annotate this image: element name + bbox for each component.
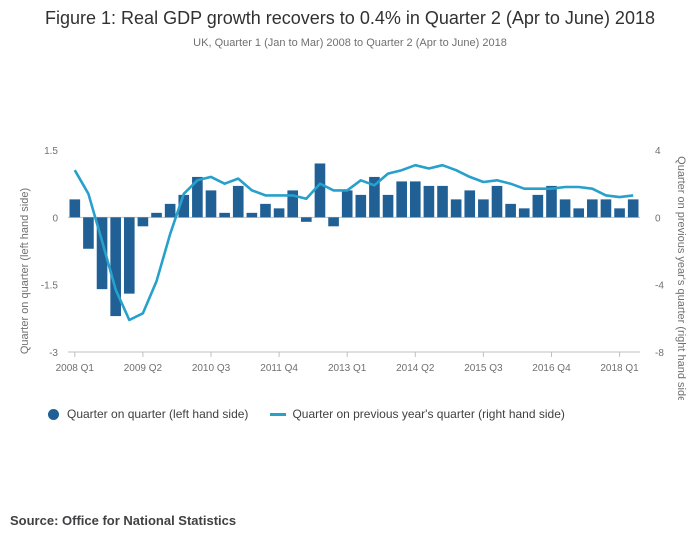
legend-bar-swatch xyxy=(48,408,59,420)
bar-2014-q3 xyxy=(423,185,435,218)
x-tick-label: 2008 Q1 xyxy=(56,363,95,374)
legend-line-label: Quarter on previous year's quarter (righ… xyxy=(292,407,565,421)
bar-2008-q4 xyxy=(110,217,121,317)
bar-2012-q1 xyxy=(287,190,299,218)
right-tick-label: -8 xyxy=(655,348,664,359)
bar-2012-q4 xyxy=(328,217,339,227)
x-tick-label: 2009 Q2 xyxy=(124,363,163,374)
bar-2014-q1 xyxy=(396,181,407,218)
bar-2014-q4 xyxy=(437,185,448,218)
bar-2018-q2 xyxy=(627,199,639,218)
left-tick-label: -3 xyxy=(49,348,58,359)
bar-2009-q4 xyxy=(164,203,176,218)
legend-item-line[interactable]: Quarter on previous year's quarter (righ… xyxy=(270,407,565,421)
yoy-growth-line xyxy=(73,163,634,322)
chart-title: Figure 1: Real GDP growth recovers to 0.… xyxy=(45,8,655,28)
left-tick-label: 0 xyxy=(52,213,58,224)
x-tick-label: 2010 Q3 xyxy=(192,363,231,374)
left-axis-title: Quarter on quarter (left hand side) xyxy=(19,188,31,354)
bar-2013-q4 xyxy=(382,194,394,218)
legend-item-bars[interactable]: Quarter on quarter (left hand side) xyxy=(48,407,248,421)
bar-2008-q2 xyxy=(83,217,94,249)
bar-2010-q3 xyxy=(205,190,217,218)
bar-2010-q2 xyxy=(192,176,203,218)
right-tick-label: 4 xyxy=(655,146,661,157)
legend-line-swatch xyxy=(270,412,287,416)
bar-2017-q1 xyxy=(559,199,571,218)
bar-2016-q4 xyxy=(546,185,557,218)
bar-2013-q3 xyxy=(369,176,380,218)
bar-2016-q3 xyxy=(532,194,544,218)
bar-2015-q2 xyxy=(464,190,476,218)
bar-2016-q2 xyxy=(518,208,530,218)
legend-bar-label: Quarter on quarter (left hand side) xyxy=(67,407,249,421)
bar-2011-q4 xyxy=(273,208,285,218)
chart-subtitle: UK, Quarter 1 (Jan to Mar) 2008 to Quart… xyxy=(193,37,507,49)
bar-2011-q3 xyxy=(260,203,271,218)
right-tick-label: 0 xyxy=(655,213,661,224)
gdp-chart: 1.5 0 -1.5 -3 4 0 -4 -8 2008 Q1 2009 Q2 2010 Q3 201… xyxy=(19,146,687,400)
bar-2013-q2 xyxy=(355,194,367,218)
bar-2008-q3 xyxy=(96,217,108,290)
bar-2014-q2 xyxy=(409,181,421,218)
bar-2017-q3 xyxy=(587,199,598,218)
left-tick-label: -1.5 xyxy=(41,281,59,292)
bar-2011-q1 xyxy=(232,185,244,218)
bar-2017-q2 xyxy=(573,208,585,218)
source-note: Source: Office for National Statistics xyxy=(10,513,237,528)
bar-2012-q3 xyxy=(314,163,326,218)
x-tick-label: 2016 Q4 xyxy=(532,363,571,374)
bar-2009-q3 xyxy=(151,212,162,218)
bar-2012-q2 xyxy=(301,217,312,222)
bar-2011-q2 xyxy=(246,212,258,218)
bar-2008-q1 xyxy=(69,199,81,218)
bar-2010-q4 xyxy=(219,212,230,218)
bar-2013-q1 xyxy=(341,190,353,218)
right-axis-title: Quarter on previous year's quarter (righ… xyxy=(675,156,687,400)
bar-2015-q1 xyxy=(450,199,462,218)
x-tick-label: 2015 Q3 xyxy=(464,363,503,374)
x-tick-label: 2013 Q1 xyxy=(328,363,367,374)
left-tick-label: 1.5 xyxy=(44,146,58,157)
chart-legend: Quarter on quarter (left hand side) Quar… xyxy=(48,407,587,421)
bar-2015-q3 xyxy=(478,199,489,218)
bar-2009-q1 xyxy=(123,217,135,294)
x-tick-label: 2018 Q1 xyxy=(600,363,639,374)
x-tick-label: 2011 Q4 xyxy=(260,363,298,374)
bar-2017-q4 xyxy=(600,199,612,218)
bar-2016-q1 xyxy=(505,203,516,218)
bar-2015-q4 xyxy=(491,185,503,218)
right-tick-label: -4 xyxy=(655,281,664,292)
bar-2010-q1 xyxy=(178,194,190,218)
bar-2009-q2 xyxy=(137,217,149,227)
bar-2018-q1 xyxy=(614,208,625,218)
x-tick-label: 2014 Q2 xyxy=(396,363,435,374)
